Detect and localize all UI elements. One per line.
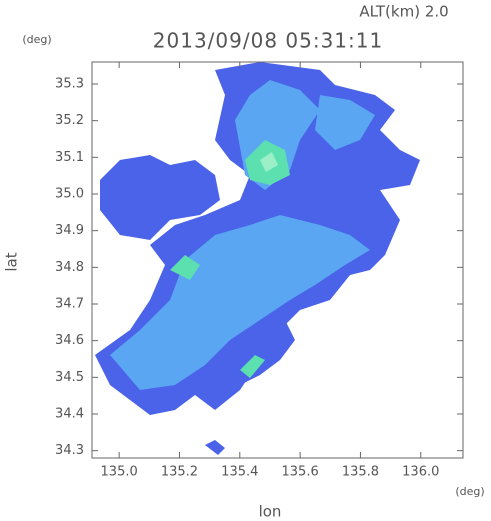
altitude-label: ALT(km) 2.0 (359, 3, 448, 21)
y-tick-label: 35.3 (55, 77, 84, 92)
y-tick-label: 34.5 (55, 370, 84, 385)
x-tick-label: 135.2 (161, 465, 198, 480)
chart-title: 2013/09/08 05:31:11 (153, 29, 383, 53)
y-tick-label: 34.8 (55, 260, 84, 275)
y-tick-label: 34.7 (55, 297, 84, 312)
y-tick-label: 34.9 (55, 223, 84, 238)
y-tick-label: 34.6 (55, 333, 84, 348)
x-tick-label: 135.4 (221, 465, 258, 480)
plot-frame (91, 61, 464, 459)
x-axis-label: lon (259, 503, 282, 521)
x-tick-label: 135.6 (282, 465, 319, 480)
x-tick-label: 136.0 (402, 465, 439, 480)
y-axis-label: lat (3, 252, 21, 271)
x-unit: (deg) (455, 485, 484, 498)
y-tick-label: 34.3 (55, 443, 84, 458)
radar-echo (95, 62, 420, 455)
x-tick-label: 135.8 (342, 465, 379, 480)
y-unit: (deg) (22, 33, 51, 46)
y-tick-label: 34.4 (55, 407, 84, 422)
y-tick-label: 35.1 (55, 150, 84, 165)
y-tick-label: 35.0 (55, 187, 84, 202)
y-tick-label: 35.2 (55, 113, 84, 128)
x-tick-label: 135.0 (101, 465, 138, 480)
